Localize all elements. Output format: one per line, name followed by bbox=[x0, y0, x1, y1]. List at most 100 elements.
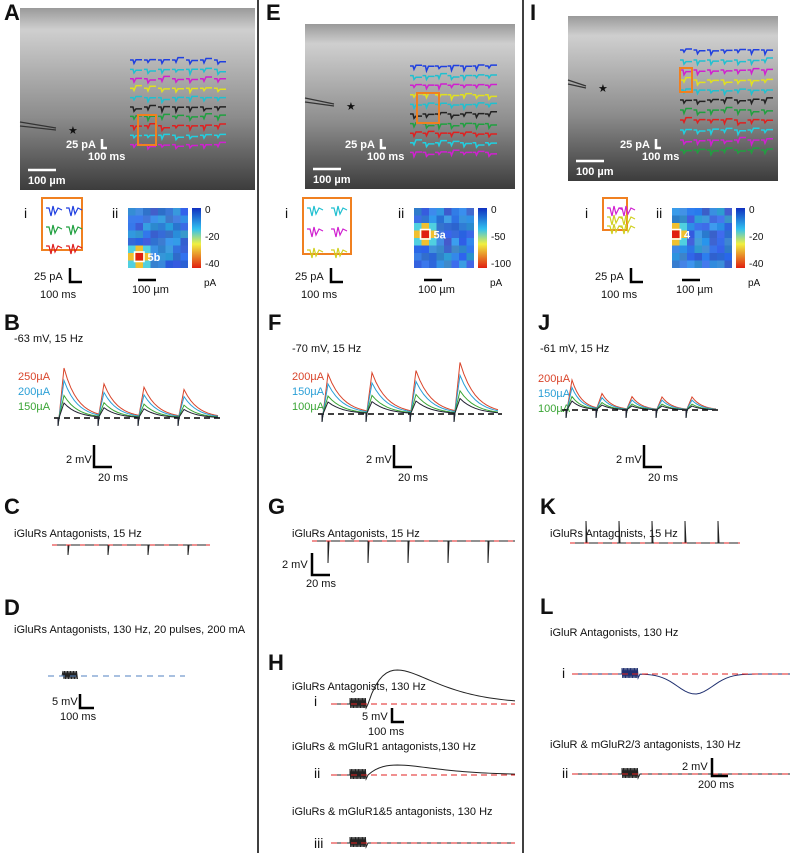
response-trace bbox=[734, 88, 746, 95]
heatmap-cell bbox=[429, 223, 437, 231]
scale-bar bbox=[392, 445, 412, 469]
response-trace bbox=[761, 138, 773, 146]
scale-label: 20 ms bbox=[306, 578, 336, 590]
heatmap-cell bbox=[672, 230, 680, 238]
response-trace bbox=[158, 105, 170, 115]
heatmap-cell bbox=[421, 230, 429, 238]
response-trace bbox=[158, 143, 170, 149]
heatmap-cell bbox=[724, 253, 732, 261]
inset-trace bbox=[619, 205, 636, 217]
scale-label: 2 mV bbox=[282, 559, 308, 571]
response-trace bbox=[200, 76, 212, 84]
response-trace bbox=[485, 102, 497, 109]
legend-entry: 200µA bbox=[18, 386, 51, 398]
heatmap-cell bbox=[421, 208, 429, 216]
response-trace bbox=[680, 139, 692, 146]
response-trace bbox=[172, 114, 184, 120]
response-trace bbox=[693, 59, 706, 67]
inset-box bbox=[302, 197, 352, 255]
scale-label: 20 ms bbox=[398, 472, 428, 484]
response-trace bbox=[410, 83, 422, 89]
response-trace bbox=[720, 97, 733, 105]
heatmap-cell bbox=[459, 208, 467, 216]
colorbar-tick: 0 bbox=[749, 205, 755, 216]
response-trace bbox=[130, 77, 142, 84]
panel-letter: G bbox=[268, 494, 285, 519]
heatmap-cell bbox=[429, 253, 437, 261]
scale-bar bbox=[78, 694, 94, 710]
scale-bar bbox=[92, 445, 112, 469]
heatmap-cell bbox=[702, 238, 710, 246]
heatmap-cell bbox=[173, 230, 181, 238]
heatmap-cell bbox=[679, 245, 687, 253]
heatmap-cell bbox=[429, 230, 437, 238]
response-trace bbox=[747, 118, 760, 126]
response-trace bbox=[214, 87, 226, 94]
response-trace bbox=[707, 49, 719, 57]
heatmap-cell bbox=[436, 238, 444, 246]
heatmap-cell bbox=[135, 215, 143, 223]
response-trace bbox=[485, 142, 497, 147]
slice-image bbox=[305, 24, 515, 189]
response-trace bbox=[447, 103, 460, 110]
response-trace bbox=[144, 58, 156, 64]
legend-entry: 200µA bbox=[292, 371, 325, 383]
condition-label: -61 mV, 15 Hz bbox=[540, 343, 609, 355]
response-trace bbox=[460, 103, 472, 111]
heatmap-cell bbox=[414, 245, 422, 253]
epsp-trace bbox=[321, 362, 499, 423]
heatmap-cell bbox=[173, 223, 181, 231]
heatmap-cell bbox=[687, 245, 695, 253]
response-trace bbox=[422, 113, 435, 119]
stimulation-star: ★ bbox=[346, 101, 356, 113]
inset-box bbox=[41, 197, 83, 251]
heatmap-cell bbox=[459, 238, 467, 246]
colorbar bbox=[478, 208, 487, 268]
heatmap-cell bbox=[709, 208, 717, 216]
response-trace bbox=[186, 143, 198, 150]
heatmap-cell bbox=[165, 238, 173, 246]
response-trace bbox=[172, 134, 184, 142]
heatmap-cell bbox=[128, 208, 136, 216]
heatmap-cell bbox=[436, 253, 444, 261]
heatmap-cell bbox=[687, 238, 695, 246]
response-trace bbox=[720, 118, 733, 126]
heatmap-cell bbox=[672, 253, 680, 261]
heatmap-cell bbox=[451, 253, 459, 261]
electrode bbox=[19, 121, 57, 131]
response-trace bbox=[734, 99, 746, 105]
heatmap-cell bbox=[672, 260, 680, 268]
heatmap-cell bbox=[694, 230, 702, 238]
inset-label: ii bbox=[656, 205, 662, 221]
response-trace bbox=[707, 118, 719, 125]
heatmap-cell bbox=[717, 238, 725, 246]
response-trace bbox=[693, 118, 706, 125]
heatmap-cell bbox=[687, 230, 695, 238]
heatmap-cell bbox=[709, 238, 717, 246]
response-trace bbox=[410, 64, 422, 72]
heatmap-cell bbox=[694, 215, 702, 223]
legend-entry: 200µA bbox=[538, 373, 571, 385]
response-trace bbox=[680, 149, 692, 156]
response-trace bbox=[720, 49, 733, 55]
panel-letter: I bbox=[530, 0, 536, 25]
burst bbox=[61, 670, 78, 680]
heatmap-cell bbox=[709, 230, 717, 238]
response-trace bbox=[144, 78, 156, 85]
colorbar-tick: 0 bbox=[491, 205, 497, 216]
response-trace bbox=[472, 150, 485, 157]
response-trace bbox=[693, 148, 706, 155]
heatmap-cell bbox=[180, 215, 188, 223]
panel-letter: L bbox=[540, 594, 553, 619]
heatmap-cell bbox=[150, 223, 158, 231]
response-trace bbox=[761, 119, 773, 125]
response-trace bbox=[734, 129, 746, 137]
heatmap-cell bbox=[165, 223, 173, 231]
response-trace bbox=[460, 84, 472, 89]
response-trace bbox=[144, 85, 156, 93]
response-trace bbox=[747, 49, 760, 57]
scale-bar bbox=[710, 758, 728, 778]
response-trace bbox=[707, 69, 719, 76]
response-trace bbox=[693, 99, 706, 106]
heatmap-cell bbox=[466, 230, 474, 238]
